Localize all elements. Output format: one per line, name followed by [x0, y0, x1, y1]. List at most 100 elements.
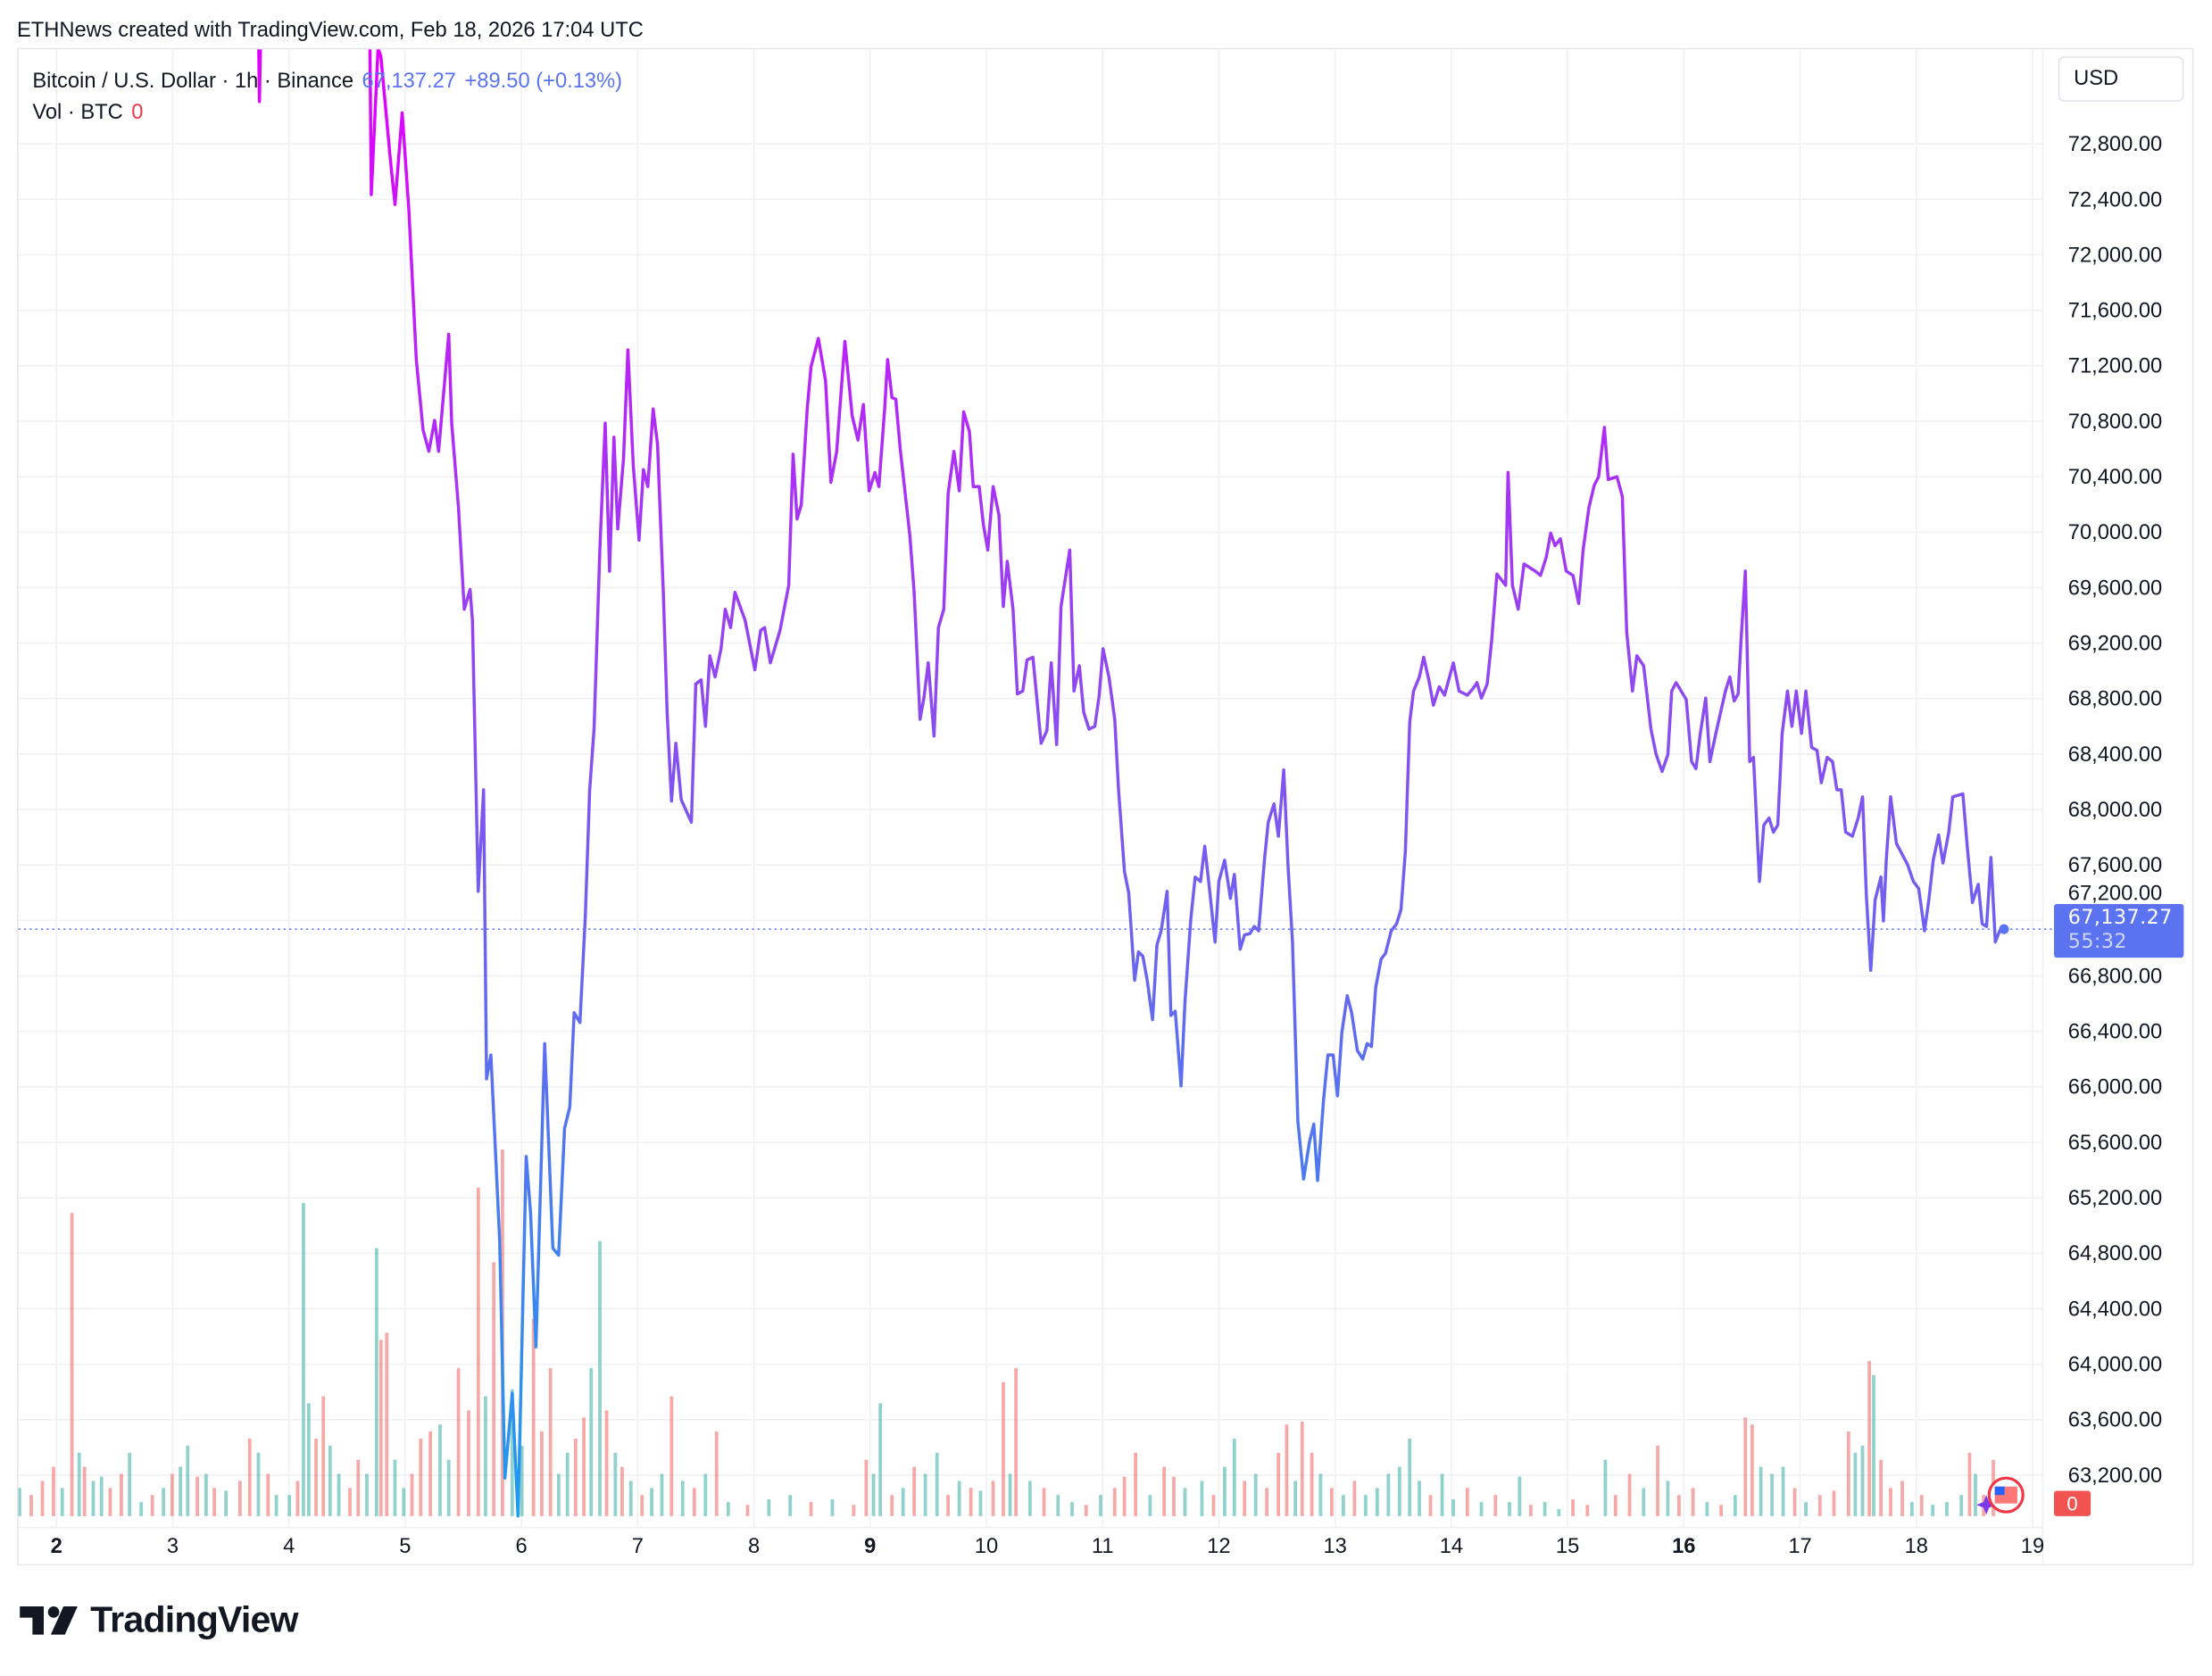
volume-bar	[1666, 1481, 1670, 1516]
volume-bar	[456, 1367, 461, 1516]
price-tick-label: 66,800.00	[2068, 965, 2162, 988]
volume-bar	[871, 1473, 876, 1516]
time-tick-label: 8	[748, 1535, 760, 1558]
events-icon[interactable]	[1976, 1476, 2025, 1515]
volume-bar	[1008, 1473, 1012, 1516]
grid-lines	[18, 49, 2043, 1528]
legend-change: +89.50 (+0.13%)	[464, 69, 623, 94]
price-tick-label: 72,400.00	[2068, 188, 2162, 212]
price-tick-label: 66,400.00	[2068, 1021, 2162, 1044]
time-tick-label: 18	[1905, 1535, 1928, 1558]
volume-title[interactable]: Vol · BTC	[32, 100, 123, 125]
symbol-row: Bitcoin / U.S. Dollar · 1h · Binance 67,1…	[32, 66, 622, 97]
volume-bar	[237, 1481, 242, 1516]
volume-bar	[1676, 1495, 1681, 1516]
volume-bar	[170, 1473, 174, 1516]
volume-bar	[1585, 1505, 1590, 1516]
last-price-value: 67,137.27	[2067, 907, 2173, 930]
volume-bar	[356, 1459, 361, 1516]
volume-bar	[446, 1459, 451, 1516]
volume-bar	[640, 1495, 644, 1516]
volume-bar	[40, 1481, 45, 1516]
last-price-dot	[1999, 924, 2009, 934]
volume-bar	[1846, 1431, 1850, 1516]
volume-bar	[1967, 1452, 1972, 1516]
volume-bar	[179, 1466, 183, 1516]
price-axis[interactable]: 72,800.00 72,400.00 72,000.00 71,600.00 71,2…	[2068, 133, 2162, 1488]
volume-bar	[337, 1473, 341, 1516]
volume-bar	[1832, 1490, 1836, 1516]
price-tick-label: 69,200.00	[2068, 632, 2162, 655]
chart-frame	[16, 47, 2194, 1566]
time-axis[interactable]: 2 3 4 5 6 7 8 9 10 11 12 13 14 15 16 17 18 19	[51, 1535, 2045, 1558]
volume-bar	[128, 1452, 132, 1516]
time-tick-label: 10	[975, 1535, 998, 1558]
volume-bar	[1508, 1502, 1511, 1516]
volume-bar	[510, 1389, 514, 1516]
volume-bar	[77, 1452, 81, 1516]
volume-bar	[99, 1476, 104, 1516]
volume-bar	[1285, 1424, 1289, 1516]
volume-bar	[628, 1481, 633, 1516]
tradingview-logo[interactable]: TradingView	[20, 1598, 299, 1642]
price-tick-label: 68,400.00	[2068, 743, 2162, 767]
volume-bar	[247, 1438, 252, 1516]
time-tick-label: 15	[1556, 1535, 1579, 1558]
bar-countdown: 55:32	[2067, 931, 2127, 954]
volume-bar	[1603, 1459, 1608, 1516]
volume-bar	[1200, 1481, 1204, 1516]
volume-bar	[139, 1502, 144, 1516]
volume-bar	[266, 1473, 270, 1516]
volume-bar	[419, 1438, 423, 1516]
volume-bar	[410, 1473, 414, 1516]
volume-value: 0	[131, 100, 144, 125]
volume-bar	[957, 1481, 961, 1516]
volume-bar	[1479, 1502, 1484, 1516]
volume-bar	[314, 1438, 318, 1516]
volume-bar	[650, 1488, 653, 1516]
volume-bar	[492, 1262, 496, 1516]
volume-bar	[991, 1481, 995, 1516]
volume-bar	[1027, 1481, 1032, 1516]
volume-row: Vol · BTC 0	[32, 97, 622, 129]
time-tick-label: 9	[864, 1535, 876, 1558]
price-tick-label: 70,800.00	[2068, 411, 2162, 434]
volume-bar	[393, 1459, 397, 1516]
volume-bar	[556, 1473, 561, 1516]
symbol-title[interactable]: Bitcoin / U.S. Dollar · 1h · Binance	[32, 69, 354, 94]
volume-bar	[365, 1473, 369, 1516]
price-tick-label: 66,000.00	[2068, 1076, 2162, 1099]
volume-bar	[1232, 1438, 1236, 1516]
volume-bar	[726, 1502, 730, 1516]
volume-bar	[287, 1495, 292, 1516]
volume-bar	[29, 1495, 33, 1516]
volume-bar	[302, 1203, 305, 1516]
volume-bar	[295, 1481, 300, 1516]
price-tick-label: 67,600.00	[2068, 854, 2162, 877]
volume-bar	[620, 1466, 624, 1516]
volume-bar	[428, 1431, 432, 1516]
time-tick-label: 16	[1672, 1535, 1695, 1558]
time-tick-label: 6	[516, 1535, 528, 1558]
volume-bar	[256, 1452, 261, 1516]
volume-bar	[1084, 1505, 1088, 1516]
volume-bar	[1691, 1488, 1695, 1516]
volume-bar	[1223, 1466, 1227, 1516]
volume-bar	[923, 1473, 927, 1516]
volume-bar	[1440, 1473, 1444, 1516]
currency-button[interactable]: USD	[2058, 56, 2184, 102]
volume-bar	[186, 1445, 190, 1516]
volume-bar	[1451, 1498, 1455, 1516]
volume-bar	[1879, 1459, 1884, 1516]
volume-bar	[1931, 1505, 1935, 1516]
price-tick-label: 64,800.00	[2068, 1242, 2162, 1265]
volume-bar	[1817, 1495, 1822, 1516]
volume-bar	[1183, 1488, 1187, 1516]
volume-bar	[274, 1495, 279, 1516]
volume-bar	[195, 1476, 200, 1516]
volume-bar	[1642, 1488, 1646, 1516]
price-tick-label: 71,600.00	[2068, 300, 2162, 323]
time-tick-label: 14	[1440, 1535, 1463, 1558]
volume-bar	[680, 1481, 685, 1516]
